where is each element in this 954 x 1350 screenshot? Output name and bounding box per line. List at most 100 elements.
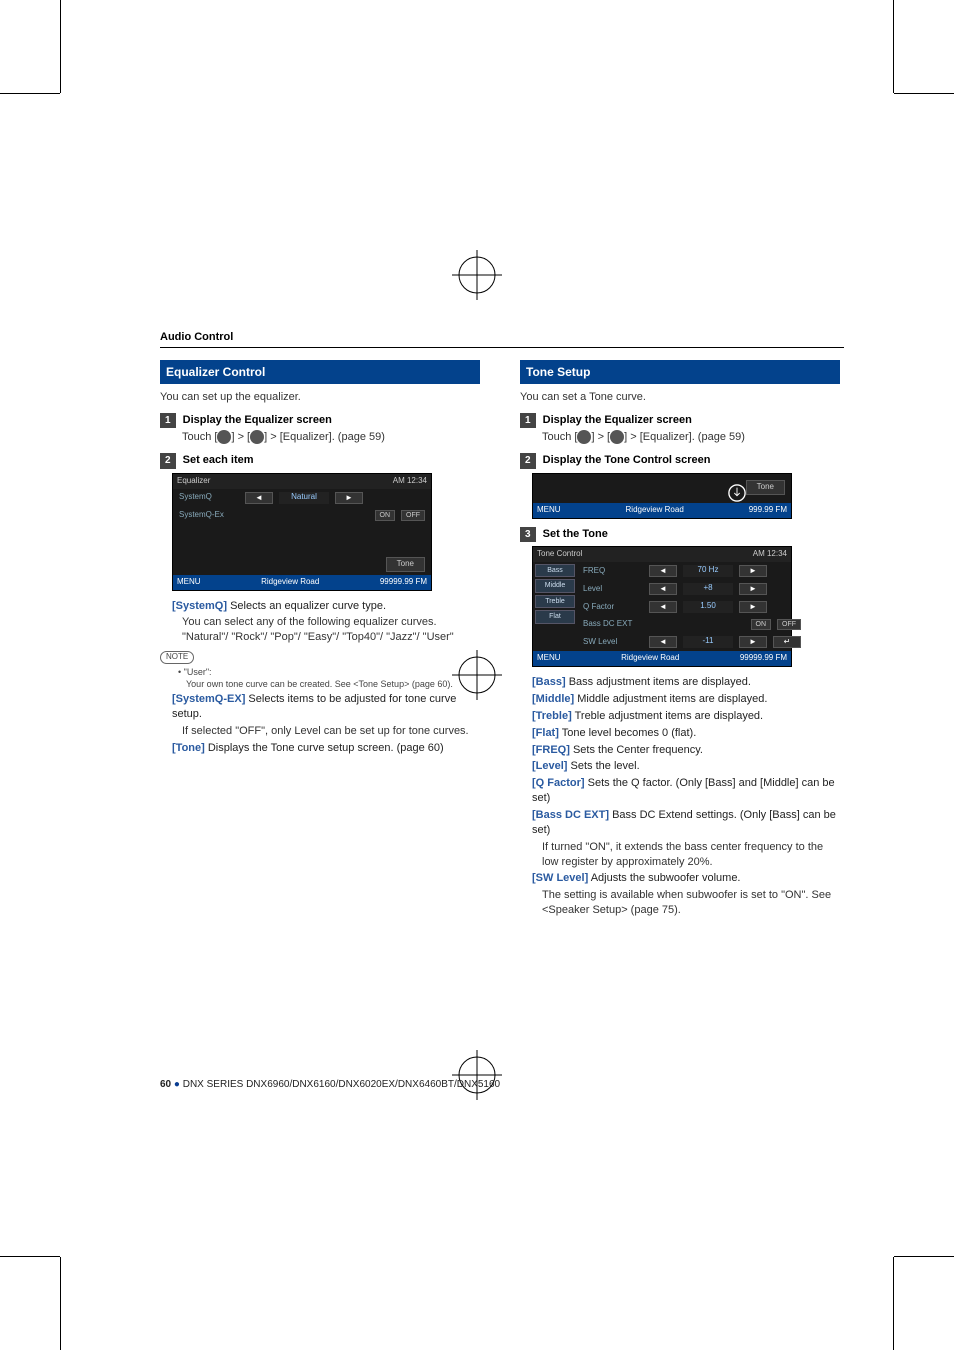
- step-1: 1 Display the Equalizer screen: [520, 413, 840, 429]
- settings-icon: [250, 430, 264, 444]
- intro-text: You can set up the equalizer.: [160, 390, 480, 405]
- home-icon: [577, 430, 591, 444]
- registration-mark: [452, 250, 502, 300]
- registration-mark: [452, 1050, 502, 1100]
- return-button[interactable]: ↵: [773, 636, 801, 648]
- value: 1.50: [683, 601, 733, 613]
- bass-tab[interactable]: Bass: [535, 564, 575, 577]
- note-icon: NOTE: [160, 651, 194, 664]
- step-number: 2: [520, 453, 536, 469]
- desc-flat: [Flat] Tone level becomes 0 (flat).: [532, 726, 840, 741]
- equalizer-screenshot: Equalizer AM 12:34 SystemQ ◄ Natural ► S…: [172, 473, 432, 591]
- tone-setup-heading: Tone Setup: [520, 360, 840, 384]
- breadcrumb: Ridgeview Road: [261, 577, 319, 588]
- equalizer-control-heading: Equalizer Control: [160, 360, 480, 384]
- step-label: Set each item: [183, 454, 254, 466]
- step-number: 1: [160, 413, 176, 429]
- section-header: Audio Control: [160, 330, 844, 348]
- tone-button[interactable]: Tone: [386, 557, 425, 572]
- desc-freq: [FREQ] Sets the Center frequency.: [532, 743, 840, 758]
- prev-button[interactable]: ◄: [649, 565, 677, 577]
- bullet-icon: ●: [174, 1079, 183, 1090]
- desc-sub: The setting is available when subwoofer …: [542, 888, 840, 918]
- home-icon: [217, 430, 231, 444]
- desc-tone: [Tone] Displays the Tone curve setup scr…: [172, 741, 480, 756]
- value: 70 Hz: [683, 565, 733, 577]
- prev-button[interactable]: ◄: [649, 583, 677, 595]
- crop-mark: [894, 1256, 954, 1257]
- next-button[interactable]: ►: [739, 583, 767, 595]
- next-button[interactable]: ►: [335, 492, 363, 504]
- tone-control-screenshot: Tone Control AM 12:34 Bass Middle Treble…: [532, 546, 792, 667]
- menu-button[interactable]: MENU: [177, 577, 201, 588]
- step-3: 3 Set the Tone: [520, 527, 840, 543]
- crop-mark: [60, 0, 61, 93]
- menu-button[interactable]: MENU: [537, 653, 561, 664]
- frequency: 99999.99 FM: [740, 653, 787, 664]
- prev-button[interactable]: ◄: [245, 492, 273, 504]
- menu-button[interactable]: MENU: [537, 505, 561, 516]
- treble-tab[interactable]: Treble: [535, 595, 575, 608]
- row-label: FREQ: [583, 566, 643, 577]
- next-button[interactable]: ►: [739, 601, 767, 613]
- step-number: 2: [160, 453, 176, 469]
- crop-mark: [893, 0, 894, 93]
- right-column: Tone Setup You can set a Tone curve. 1 D…: [520, 360, 840, 918]
- row-label: SystemQ-Ex: [179, 510, 239, 521]
- breadcrumb: Ridgeview Road: [621, 653, 679, 664]
- tone-button[interactable]: Tone: [746, 480, 785, 495]
- step-number: 3: [520, 527, 536, 543]
- on-toggle[interactable]: ON: [375, 510, 396, 521]
- crop-mark: [0, 1256, 60, 1257]
- step-1: 1 Display the Equalizer screen: [160, 413, 480, 429]
- desc-sub: If selected "OFF", only Level can be set…: [182, 724, 480, 739]
- note-bullet: Your own tone curve can be created. See …: [186, 678, 480, 690]
- on-toggle[interactable]: ON: [751, 619, 772, 630]
- next-button[interactable]: ►: [739, 636, 767, 648]
- prev-button[interactable]: ◄: [649, 601, 677, 613]
- series-label: DNX SERIES DNX6960/DNX6160/DNX6020EX/DNX…: [183, 1079, 500, 1090]
- left-column: Equalizer Control You can set up the equ…: [160, 360, 480, 918]
- step-label: Set the Tone: [543, 528, 608, 540]
- off-toggle[interactable]: OFF: [777, 619, 801, 630]
- crop-mark: [894, 93, 954, 94]
- desc-level: [Level] Sets the level.: [532, 759, 840, 774]
- prev-button[interactable]: ◄: [649, 636, 677, 648]
- tone-button-screenshot: Tone MENU Ridgeview Road 999.99 FM: [532, 473, 792, 519]
- step-2: 2 Set each item: [160, 453, 480, 469]
- off-toggle[interactable]: OFF: [401, 510, 425, 521]
- middle-tab[interactable]: Middle: [535, 579, 575, 592]
- screen-title: Tone Control: [537, 549, 582, 560]
- step-label: Display the Equalizer screen: [183, 414, 332, 426]
- settings-icon: [610, 430, 624, 444]
- step-number: 1: [520, 413, 536, 429]
- frequency: 999.99 FM: [749, 505, 787, 516]
- desc-systemq: [SystemQ] Selects an equalizer curve typ…: [172, 599, 480, 614]
- value: +8: [683, 583, 733, 595]
- desc-sub: You can select any of the following equa…: [182, 615, 480, 630]
- step-label: Display the Tone Control screen: [543, 454, 711, 466]
- desc-swlevel: [SW Level] Adjusts the subwoofer volume.: [532, 871, 840, 886]
- page-number: 60: [160, 1079, 171, 1090]
- desc-middle: [Middle] Middle adjustment items are dis…: [532, 692, 840, 707]
- step-2: 2 Display the Tone Control screen: [520, 453, 840, 469]
- desc-treble: [Treble] Treble adjustment items are dis…: [532, 709, 840, 724]
- desc-sub: If turned "ON", it extends the bass cent…: [542, 840, 840, 870]
- flat-tab[interactable]: Flat: [535, 610, 575, 623]
- intro-text: You can set a Tone curve.: [520, 390, 840, 405]
- finger-pointer-icon: [728, 484, 746, 502]
- crop-mark: [893, 1257, 894, 1350]
- desc-qfactor: [Q Factor] Sets the Q factor. (Only [Bas…: [532, 776, 840, 806]
- desc-bassdcext: [Bass DC EXT] Bass DC Extend settings. (…: [532, 808, 840, 838]
- page-content: Audio Control Equalizer Control You can …: [160, 330, 844, 918]
- next-button[interactable]: ►: [739, 565, 767, 577]
- clock: AM 12:34: [393, 476, 427, 487]
- breadcrumb: Ridgeview Road: [626, 505, 684, 516]
- row-label: SystemQ: [179, 492, 239, 503]
- frequency: 99999.99 FM: [380, 577, 427, 588]
- crop-mark: [60, 1257, 61, 1350]
- step-1-sub: Touch [] > [] > [Equalizer]. (page 59): [182, 430, 480, 445]
- desc-bass: [Bass] Bass adjustment items are display…: [532, 675, 840, 690]
- row-label: Q Factor: [583, 602, 643, 613]
- row-label: SW Level: [583, 637, 643, 648]
